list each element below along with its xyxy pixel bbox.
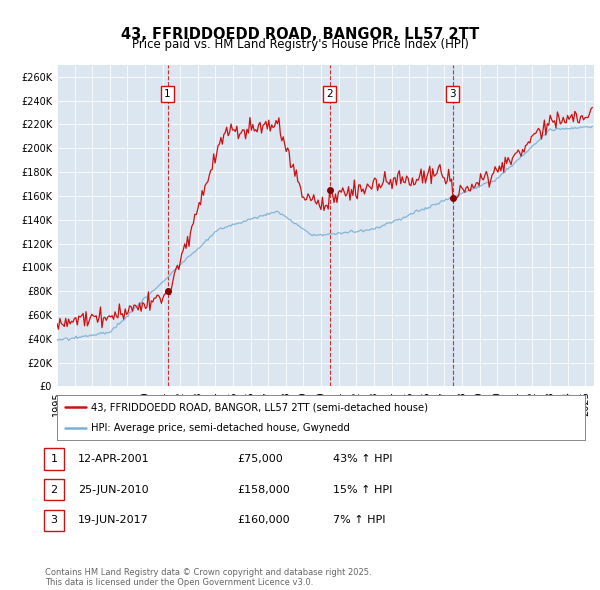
Text: 1: 1 bbox=[50, 454, 58, 464]
Text: 19-JUN-2017: 19-JUN-2017 bbox=[78, 516, 149, 525]
Text: Contains HM Land Registry data © Crown copyright and database right 2025.
This d: Contains HM Land Registry data © Crown c… bbox=[45, 568, 371, 587]
Text: 3: 3 bbox=[50, 516, 58, 525]
Text: HPI: Average price, semi-detached house, Gwynedd: HPI: Average price, semi-detached house,… bbox=[91, 422, 350, 432]
Text: 43, FFRIDDOEDD ROAD, BANGOR, LL57 2TT: 43, FFRIDDOEDD ROAD, BANGOR, LL57 2TT bbox=[121, 27, 479, 41]
Text: 3: 3 bbox=[449, 89, 456, 99]
Text: 1: 1 bbox=[164, 89, 171, 99]
Text: 2: 2 bbox=[50, 485, 58, 494]
Text: £75,000: £75,000 bbox=[237, 454, 283, 464]
Text: 43% ↑ HPI: 43% ↑ HPI bbox=[333, 454, 392, 464]
Text: 43, FFRIDDOEDD ROAD, BANGOR, LL57 2TT (semi-detached house): 43, FFRIDDOEDD ROAD, BANGOR, LL57 2TT (s… bbox=[91, 402, 428, 412]
Text: £158,000: £158,000 bbox=[237, 485, 290, 494]
Text: 25-JUN-2010: 25-JUN-2010 bbox=[78, 485, 149, 494]
Text: Price paid vs. HM Land Registry's House Price Index (HPI): Price paid vs. HM Land Registry's House … bbox=[131, 38, 469, 51]
Text: 15% ↑ HPI: 15% ↑ HPI bbox=[333, 485, 392, 494]
Text: 12-APR-2001: 12-APR-2001 bbox=[78, 454, 149, 464]
Text: £160,000: £160,000 bbox=[237, 516, 290, 525]
Text: 2: 2 bbox=[326, 89, 333, 99]
Text: 7% ↑ HPI: 7% ↑ HPI bbox=[333, 516, 386, 525]
